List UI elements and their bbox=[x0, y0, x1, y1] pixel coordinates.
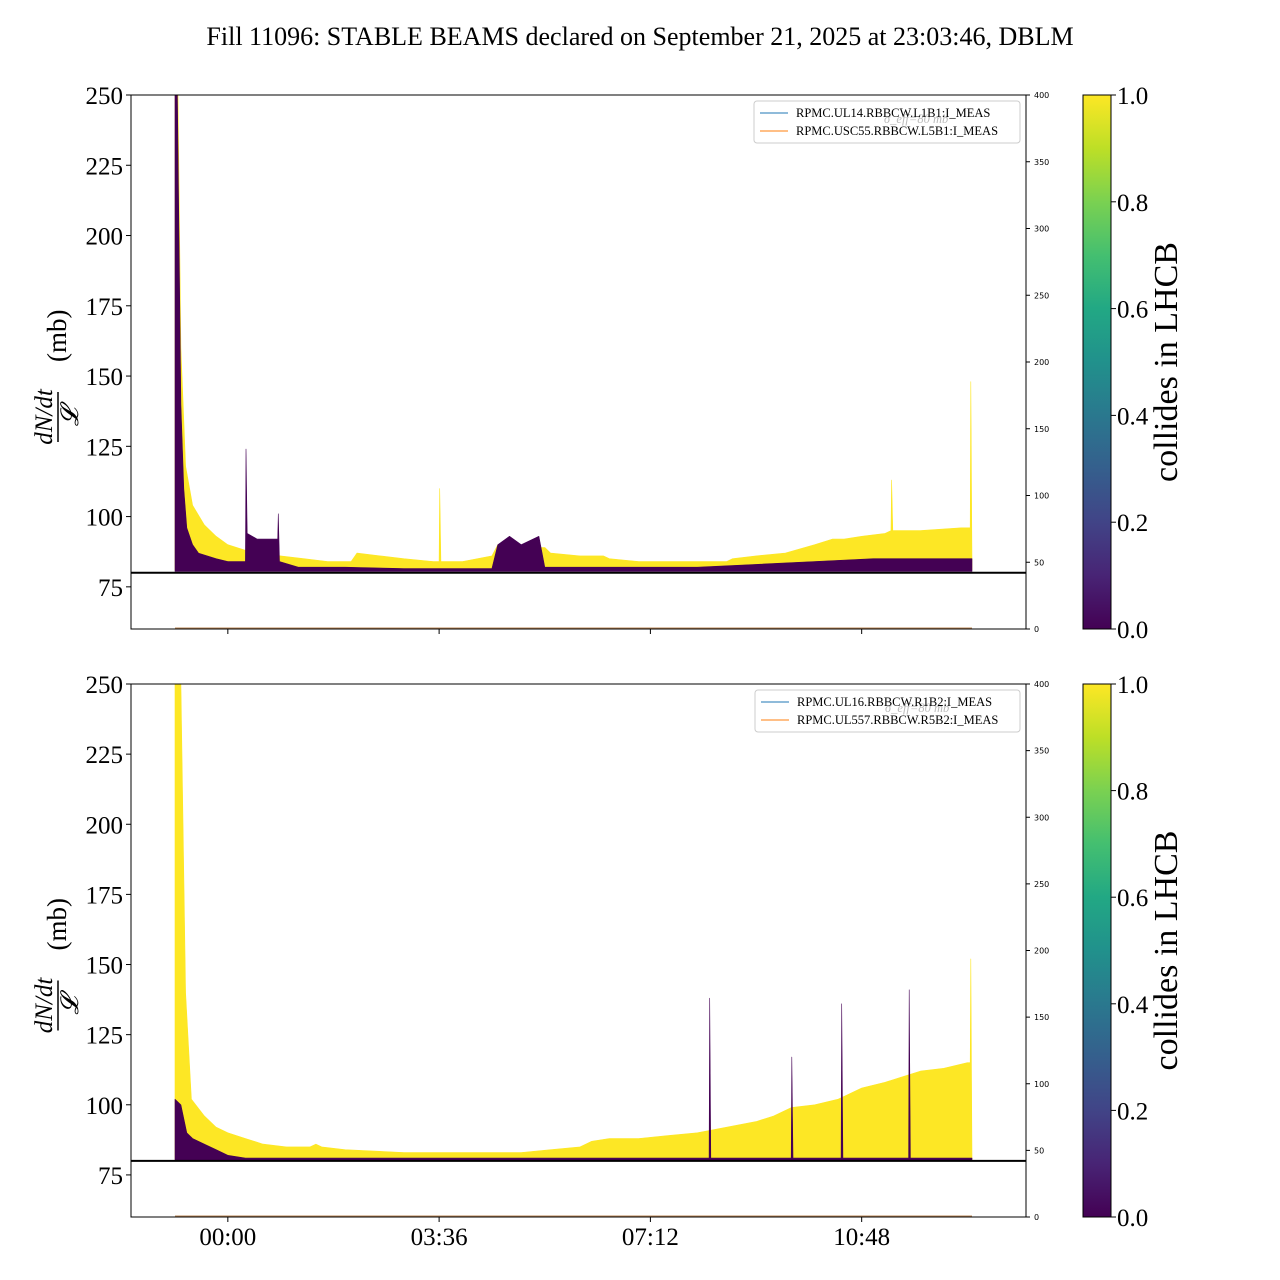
y2-tick-label: 300 bbox=[1034, 813, 1049, 822]
colorbar-label: collides in LHCB bbox=[1148, 242, 1185, 482]
colorbar-tick-label: 0.6 bbox=[1117, 297, 1148, 324]
colorbar-tick-label: 0.8 bbox=[1117, 779, 1148, 806]
y-axis-label: dN/dt 𝓛 (mb) bbox=[31, 310, 84, 445]
y-tick-label: 150 bbox=[86, 364, 124, 391]
legend-box bbox=[753, 100, 1021, 144]
y2-tick-label: 350 bbox=[1034, 158, 1049, 167]
y-tick-label: 100 bbox=[86, 505, 124, 532]
y2-tick-label: 350 bbox=[1034, 747, 1049, 756]
y-label-numerator: dN/dt bbox=[31, 977, 58, 1034]
y-axis-label: dN/dt 𝓛 (mb) bbox=[31, 898, 84, 1033]
y-tick-label: 200 bbox=[86, 224, 124, 251]
colorbar-tick-label: 0.0 bbox=[1117, 1205, 1148, 1232]
y-tick-label: 100 bbox=[86, 1093, 124, 1120]
colorbar-tick-label: 0.4 bbox=[1117, 992, 1149, 1019]
y-tick-label: 125 bbox=[86, 1023, 124, 1050]
y2-tick-label: 250 bbox=[1034, 291, 1049, 300]
plot-area bbox=[131, 684, 1026, 1217]
colorbar-tick-label: 1.0 bbox=[1117, 83, 1148, 110]
colorbar: 0.0 0.2 0.4 0.6 0.8 1.0 collides in LHCB bbox=[1082, 672, 1185, 1232]
figure-title: Fill 11096: STABLE BEAMS declared on Sep… bbox=[206, 22, 1073, 51]
x-tick-label: 07:12 bbox=[622, 1224, 679, 1251]
y-label-unit: (mb) bbox=[42, 310, 72, 362]
colorbar-gradient bbox=[1082, 94, 1112, 630]
y-tick-label: 150 bbox=[86, 953, 124, 980]
y-tick-label: 75 bbox=[98, 575, 123, 602]
y-tick-label: 125 bbox=[86, 434, 124, 461]
colorbar-label: collides in LHCB bbox=[1148, 831, 1185, 1071]
y-tick-label: 200 bbox=[86, 812, 124, 839]
x-tick-label: 03:36 bbox=[411, 1224, 468, 1251]
y-tick-label: 225 bbox=[86, 153, 124, 180]
y-tick-label: 250 bbox=[86, 83, 124, 110]
y2-tick-label: 0 bbox=[1034, 1213, 1039, 1222]
y-tick-label: 250 bbox=[86, 672, 124, 699]
y-tick-label: 175 bbox=[86, 882, 124, 909]
legend-overlay-text: σ_eff=80 mb bbox=[885, 701, 949, 715]
y2-tick-label: 0 bbox=[1034, 625, 1039, 634]
series-area-collides-0 bbox=[174, 989, 973, 1162]
x-tick-label: 10:48 bbox=[833, 1224, 890, 1251]
y2-tick-label: 400 bbox=[1034, 680, 1049, 689]
y-tick-label: 225 bbox=[86, 742, 124, 769]
y-label-numerator: dN/dt bbox=[31, 388, 58, 445]
colorbar: 0.0 0.2 0.4 0.6 0.8 1.0 collides in LHCB bbox=[1082, 83, 1185, 644]
y2-tick-label: 200 bbox=[1034, 947, 1049, 956]
series-area-collides-1 bbox=[174, 684, 973, 1160]
y2-tick-label: 150 bbox=[1034, 1013, 1049, 1022]
y2-tick-label: 250 bbox=[1034, 880, 1049, 889]
colorbar-tick-label: 0.8 bbox=[1117, 190, 1148, 217]
bottom-panel: 75 100 125 150 175 200 225 250 0 50 100 150 200 250 30… bbox=[31, 672, 1185, 1251]
colorbar-gradient bbox=[1082, 683, 1112, 1218]
colorbar-tick-label: 0.2 bbox=[1117, 1098, 1148, 1125]
series-area-collides-0 bbox=[174, 95, 973, 572]
legend-overlay-text: σ_eff=80 mb bbox=[884, 112, 948, 126]
y-label-denominator: 𝓛 bbox=[57, 990, 84, 1015]
y2-tick-label: 200 bbox=[1034, 358, 1049, 367]
colorbar-tick-label: 0.2 bbox=[1117, 510, 1148, 537]
y2-tick-label: 150 bbox=[1034, 425, 1049, 434]
colorbar-tick-label: 0.0 bbox=[1117, 617, 1148, 644]
x-tick-label: 00:00 bbox=[199, 1224, 256, 1251]
legend-entry: RPMC.USC55.RBBCW.L5B1:I_MEAS bbox=[796, 124, 998, 138]
top-panel: 75 100 125 150 175 200 225 250 0 50 100 150 200 250 30… bbox=[31, 83, 1185, 644]
y2-tick-label: 100 bbox=[1034, 492, 1049, 501]
colorbar-tick-label: 0.4 bbox=[1117, 403, 1149, 430]
y-label-denominator: 𝓛 bbox=[57, 401, 84, 426]
plot-area bbox=[131, 95, 1026, 629]
legend-box bbox=[754, 689, 1021, 733]
series-area-collides-1 bbox=[174, 95, 973, 571]
colorbar-tick-label: 0.6 bbox=[1117, 885, 1148, 912]
y2-tick-label: 50 bbox=[1034, 1146, 1044, 1155]
legend-entry: RPMC.UL14.RBBCW.L1B1:I_MEAS bbox=[796, 106, 990, 120]
y2-tick-label: 400 bbox=[1034, 91, 1049, 100]
y2-tick-label: 300 bbox=[1034, 225, 1049, 234]
y-tick-label: 75 bbox=[98, 1163, 123, 1190]
y2-tick-label: 50 bbox=[1034, 558, 1044, 567]
y-label-unit: (mb) bbox=[42, 898, 72, 950]
y2-tick-label: 100 bbox=[1034, 1080, 1049, 1089]
y-tick-label: 175 bbox=[86, 294, 124, 321]
colorbar-tick-label: 1.0 bbox=[1117, 672, 1148, 699]
legend-entry: RPMC.UL557.RBBCW.R5B2:I_MEAS bbox=[797, 713, 998, 727]
legend-entry: RPMC.UL16.RBBCW.R1B2:I_MEAS bbox=[797, 695, 992, 709]
